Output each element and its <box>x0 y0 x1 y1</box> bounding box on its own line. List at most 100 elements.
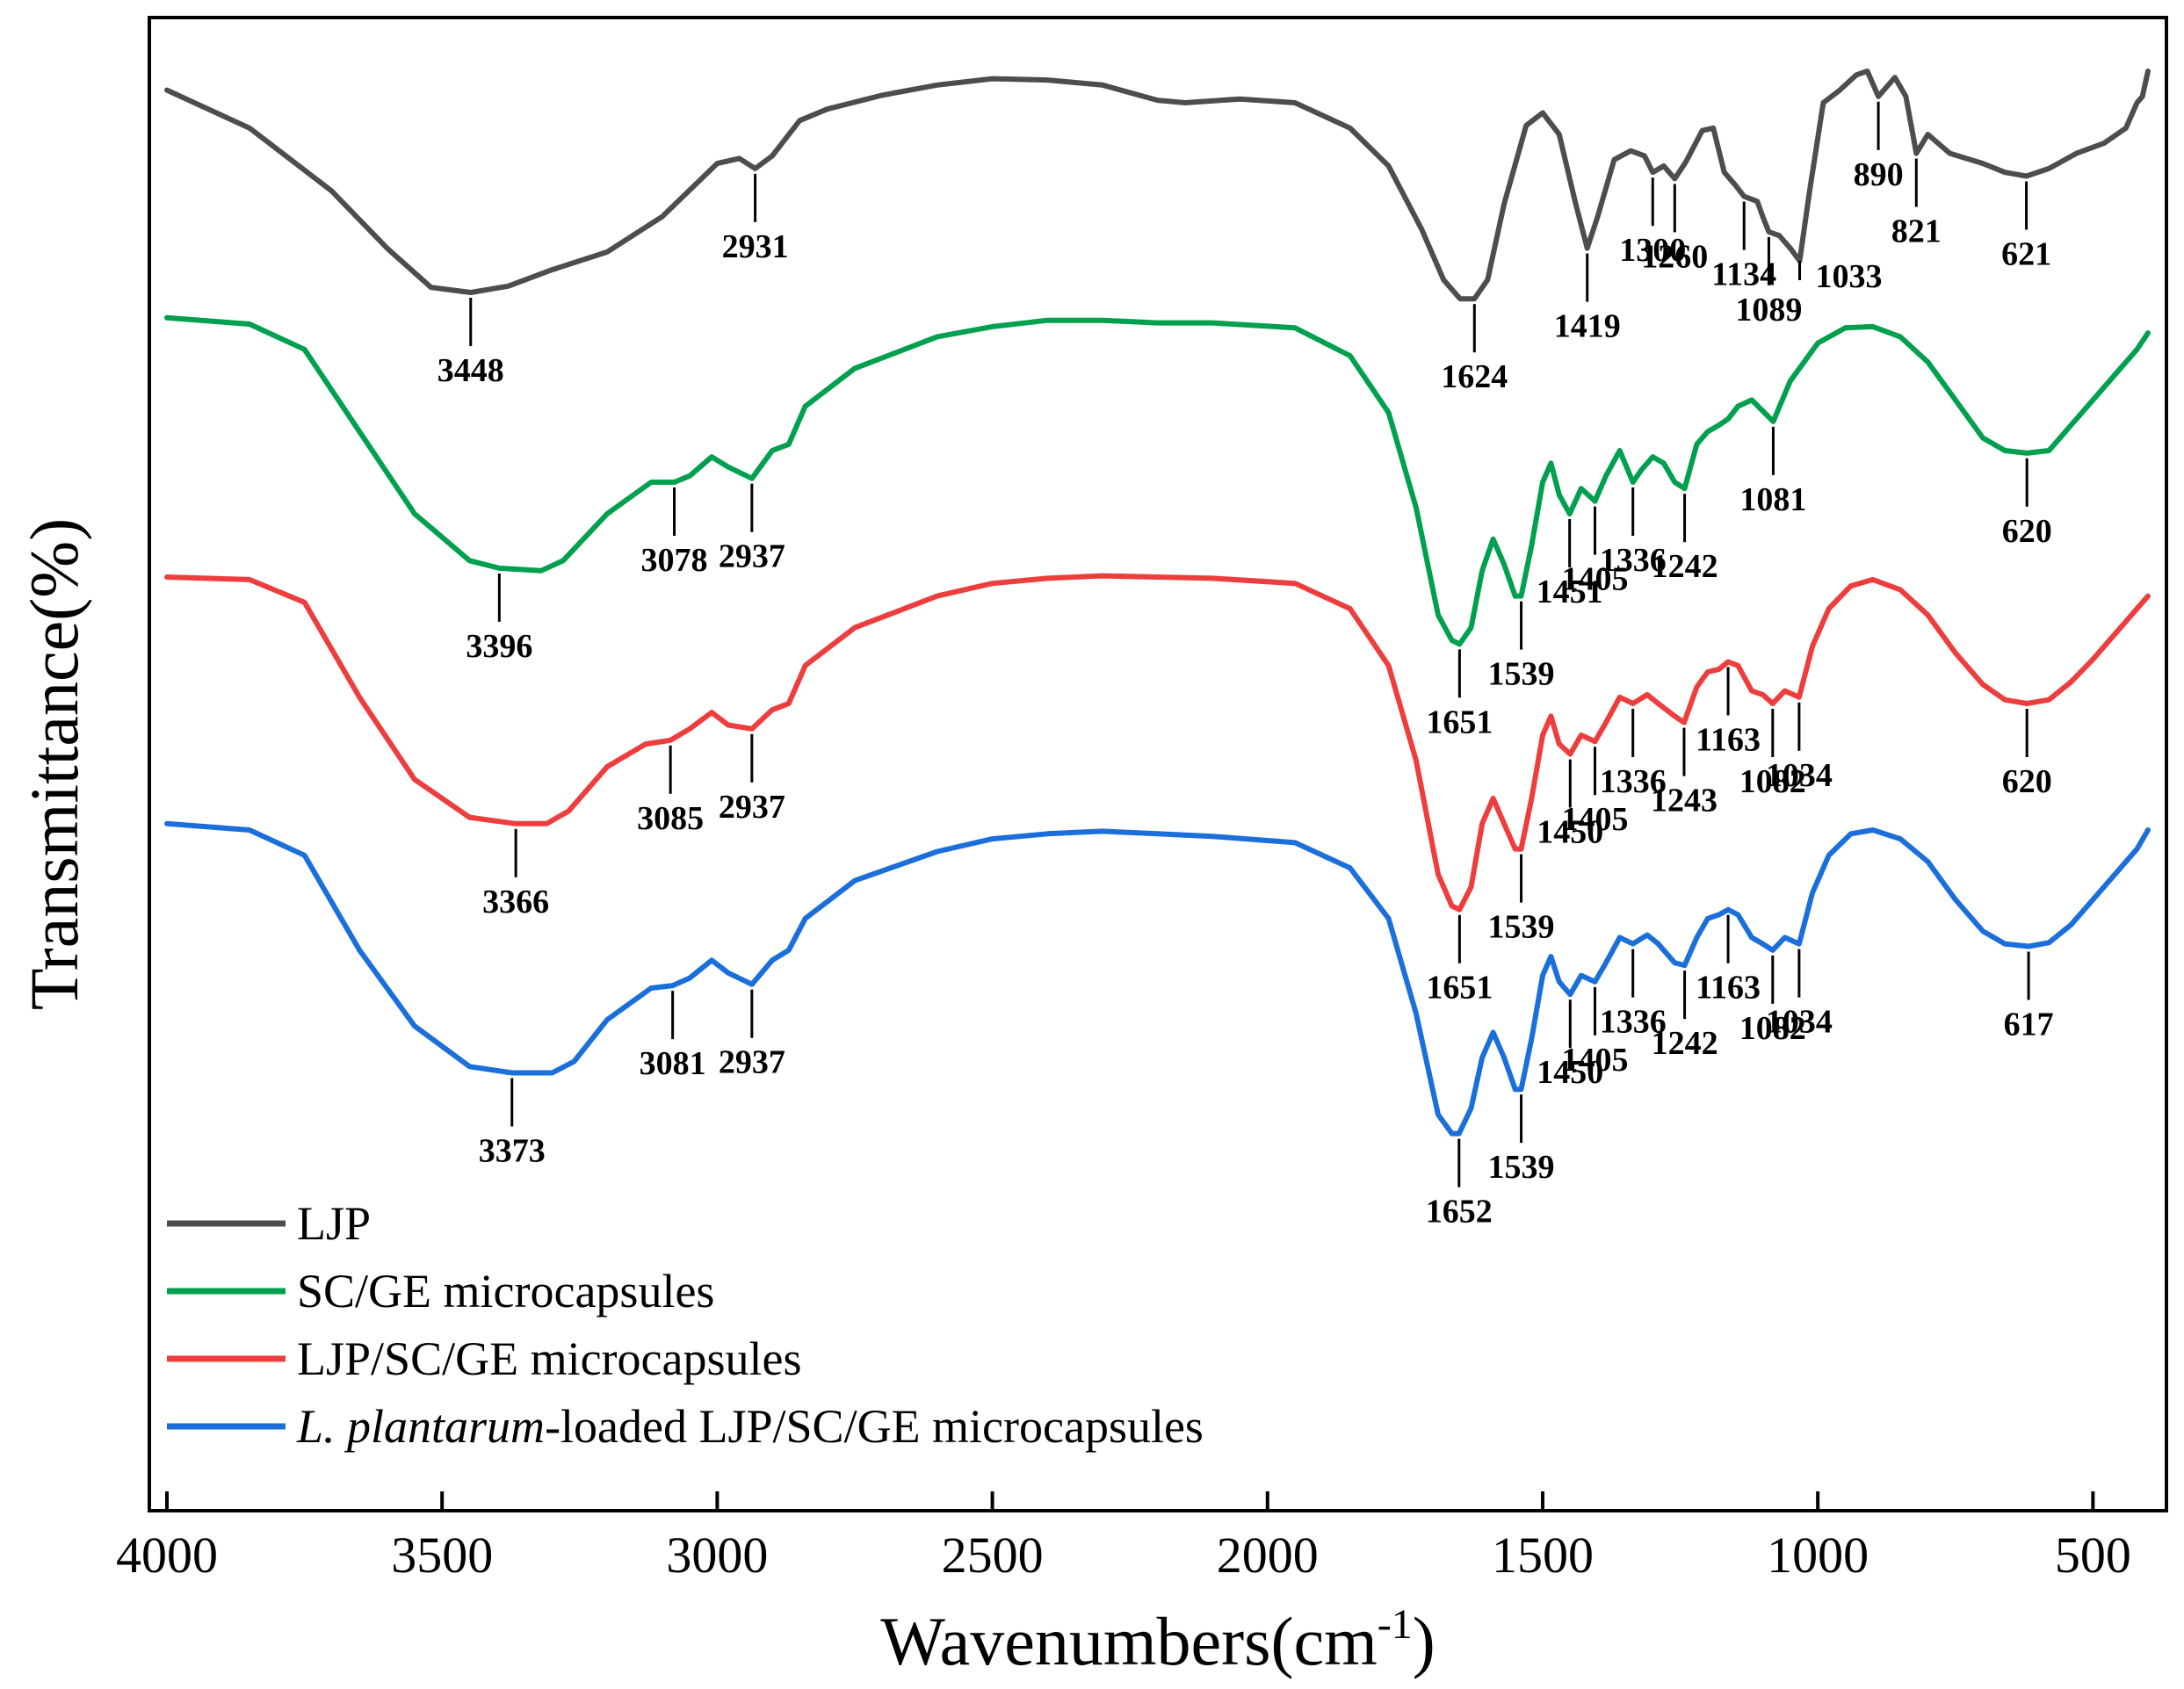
peak-annotation: 3078 <box>641 487 708 579</box>
peak-annotation: 1539 <box>1488 1094 1555 1186</box>
peak-label: 1539 <box>1488 909 1555 946</box>
legend-label-3: LJP/SC/GE microcapsules <box>297 1332 801 1385</box>
peak-annotation: 2931 <box>722 173 789 265</box>
peak-annotation: 1419 <box>1554 253 1621 345</box>
peak-annotation: 1405 <box>1561 986 1628 1079</box>
peak-label: 617 <box>2004 1006 2054 1043</box>
peak-annotation: 1539 <box>1488 854 1555 946</box>
peak-label: 1163 <box>1696 721 1761 758</box>
peak-annotation: 1242 <box>1652 494 1718 585</box>
peak-label: 2937 <box>719 1044 785 1081</box>
peak-label: 1034 <box>1766 1004 1833 1041</box>
peak-annotation: 3448 <box>438 298 504 389</box>
peak-annotation: 2937 <box>719 483 785 575</box>
peak-label: 3085 <box>637 800 704 837</box>
peak-annotation: 1033 <box>1797 258 1882 295</box>
x-axis-title-close: ) <box>1413 1603 1436 1679</box>
series-line-1 <box>164 69 2151 302</box>
peak-label: 1034 <box>1766 757 1833 794</box>
plot-area-frame <box>148 16 2168 1512</box>
peak-label: 1260 <box>1641 238 1708 275</box>
peak-annotation: 3085 <box>637 745 704 837</box>
peak-label: 821 <box>1891 213 1942 250</box>
peak-label: 3366 <box>482 884 549 920</box>
peak-annotation: 1405 <box>1561 506 1628 598</box>
peak-annotation: 1405 <box>1561 747 1628 838</box>
peak-annotation: 3373 <box>479 1078 546 1169</box>
peak-label: 1082 <box>1739 763 1806 800</box>
peak-annotation: 620 <box>2002 709 2052 800</box>
peak-label: 1300 <box>1619 232 1686 269</box>
peak-label: 1163 <box>1696 970 1761 1007</box>
peak-label: 3373 <box>479 1132 546 1169</box>
x-tick-label: 2500 <box>942 1527 1044 1584</box>
peak-annotation: 821 <box>1891 158 1942 250</box>
peak-annotation: 1336 <box>1600 949 1667 1041</box>
peak-label: 2937 <box>719 789 785 826</box>
peak-annotation: 1624 <box>1441 304 1508 395</box>
peak-label: 621 <box>2001 236 2051 273</box>
peak-annotation: 1336 <box>1600 709 1667 800</box>
y-axis-title: Transmittance(%) <box>16 518 92 1010</box>
peak-annotation: 1134 <box>1711 201 1776 293</box>
peak-label: 3078 <box>641 542 708 579</box>
x-tick-label: 2000 <box>1217 1527 1319 1584</box>
peak-annotation: 1336 <box>1600 487 1667 579</box>
x-tick-label: 3500 <box>391 1527 493 1584</box>
x-axis-title-superscript: -1 <box>1378 1601 1413 1648</box>
peak-annotation: 620 <box>2002 458 2052 550</box>
peak-label: 1405 <box>1561 801 1628 838</box>
peak-annotation: 1163 <box>1696 667 1761 758</box>
peak-annotation: 1082 <box>1739 955 1806 1047</box>
peak-label: 1652 <box>1426 1194 1493 1231</box>
series-line-3 <box>164 573 2151 913</box>
peak-annotation: 1651 <box>1426 649 1493 740</box>
peak-label: 3448 <box>438 352 504 389</box>
peak-annotation: 617 <box>2004 951 2054 1043</box>
peak-label: 1451 <box>1537 574 1603 610</box>
peak-annotation: 2937 <box>719 733 785 826</box>
peak-label: 1450 <box>1537 814 1603 851</box>
peak-label: 1082 <box>1739 1010 1806 1047</box>
peak-label: 1405 <box>1561 1042 1628 1079</box>
peak-annotation: 1082 <box>1739 709 1806 800</box>
peak-annotation: 3081 <box>640 991 706 1082</box>
peak-annotation: 1539 <box>1488 601 1555 693</box>
x-axis-ticks: 4000 3500 3000 2500 2000 1500 1000 500 <box>116 1491 2131 1584</box>
peak-label: 1419 <box>1554 308 1621 345</box>
peak-label: 1539 <box>1488 656 1555 693</box>
peak-label: 1089 <box>1735 292 1802 328</box>
peak-label: 1243 <box>1651 783 1718 819</box>
peak-annotation: 3396 <box>466 573 532 665</box>
x-tick-label: 1500 <box>1492 1527 1594 1584</box>
peak-label: 1336 <box>1600 763 1667 800</box>
peak-label: 620 <box>2002 513 2052 550</box>
series-line-4 <box>164 820 2151 1137</box>
peak-label: 1336 <box>1600 542 1667 579</box>
peak-annotation: 890 <box>1854 101 1904 193</box>
peak-annotation: 1300 <box>1619 177 1686 269</box>
peak-label: 3081 <box>640 1045 706 1082</box>
peak-annotation: 1089 <box>1735 236 1802 328</box>
legend-label-2: SC/GE microcapsules <box>297 1265 714 1317</box>
x-tick-label: 500 <box>2055 1527 2131 1584</box>
peak-label: 1539 <box>1488 1149 1555 1186</box>
x-tick-label: 1000 <box>1767 1527 1869 1584</box>
legend-label-4: L. plantarum-loaded LJP/SC/GE microcapsu… <box>296 1400 1204 1453</box>
legend-label-italic: L. plantarum <box>296 1400 545 1453</box>
legend-label-1: LJP <box>297 1197 371 1250</box>
peak-annotation: 1651 <box>1426 914 1493 1007</box>
x-tick-label: 3000 <box>666 1527 768 1584</box>
series-line-2 <box>164 314 2151 647</box>
peak-annotation: 1242 <box>1652 971 1718 1062</box>
peak-label: 890 <box>1854 156 1904 193</box>
peak-annotation: 1243 <box>1651 727 1718 819</box>
peak-label: 2931 <box>722 228 789 265</box>
peak-label: 1651 <box>1426 704 1493 740</box>
peak-label: 1624 <box>1441 358 1508 395</box>
x-tick-label: 4000 <box>116 1527 218 1584</box>
peak-label: 1134 <box>1711 256 1776 293</box>
